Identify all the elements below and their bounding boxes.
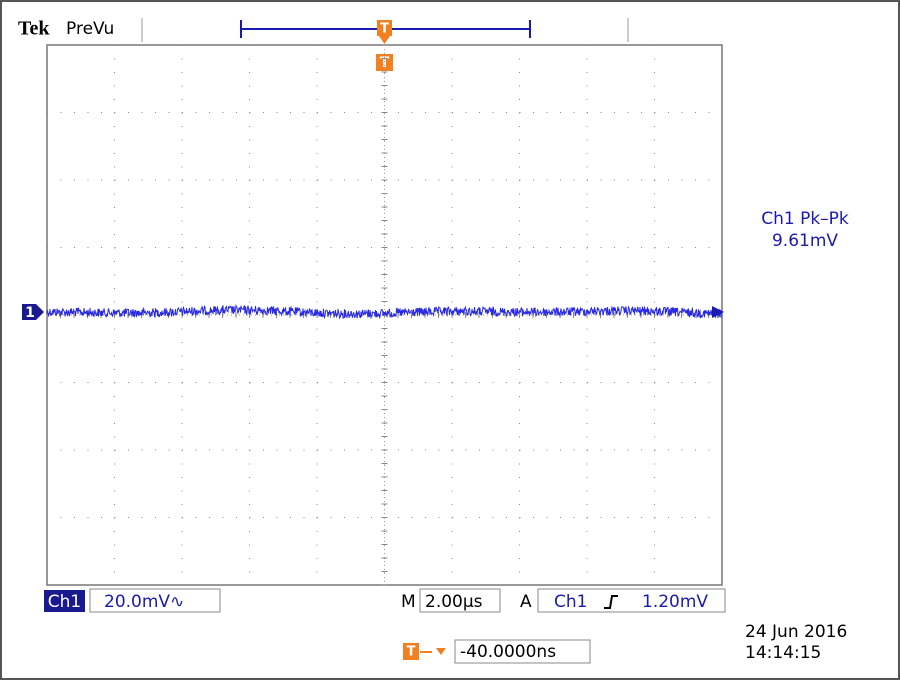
position-box [454, 639, 591, 664]
channel-marker-text: 1 [25, 305, 35, 321]
scale-box [89, 588, 221, 613]
trigger-position-marker: T [376, 54, 393, 71]
trigger-label: A [520, 592, 532, 612]
time-box [419, 588, 501, 613]
trigger-marker-text: T [380, 55, 390, 71]
date: 24 Jun 2016 [745, 622, 847, 642]
trigger-marker-text: T [380, 22, 389, 37]
trigger-marker-text: T [407, 645, 416, 660]
waveform [46, 303, 723, 320]
vertical-scale: 20.0mV∿ [104, 592, 184, 612]
trigger-level: 1.20mV [642, 592, 708, 612]
record-bar: T [240, 20, 531, 44]
trigger-slope [604, 595, 618, 609]
trigger-source: Ch1 [554, 592, 587, 612]
channel-badge [44, 590, 85, 612]
brand: Tek [18, 18, 50, 40]
channel: Ch1 [48, 592, 81, 612]
trigger-level-marker [712, 306, 724, 318]
trigger-box [537, 588, 726, 613]
mode: PreVu [66, 19, 114, 39]
measurement-label: Ch1 Pk–Pk [761, 209, 849, 229]
channel-marker: 1 [22, 304, 44, 321]
trigger-position: -40.0000ns [460, 642, 556, 662]
time-scale: 2.00µs [425, 592, 483, 612]
trigger-position-icon: T [403, 643, 446, 660]
measurement-value: 9.61mV [772, 231, 838, 251]
time-label: M [401, 592, 416, 612]
time: 14:14:15 [745, 643, 821, 663]
